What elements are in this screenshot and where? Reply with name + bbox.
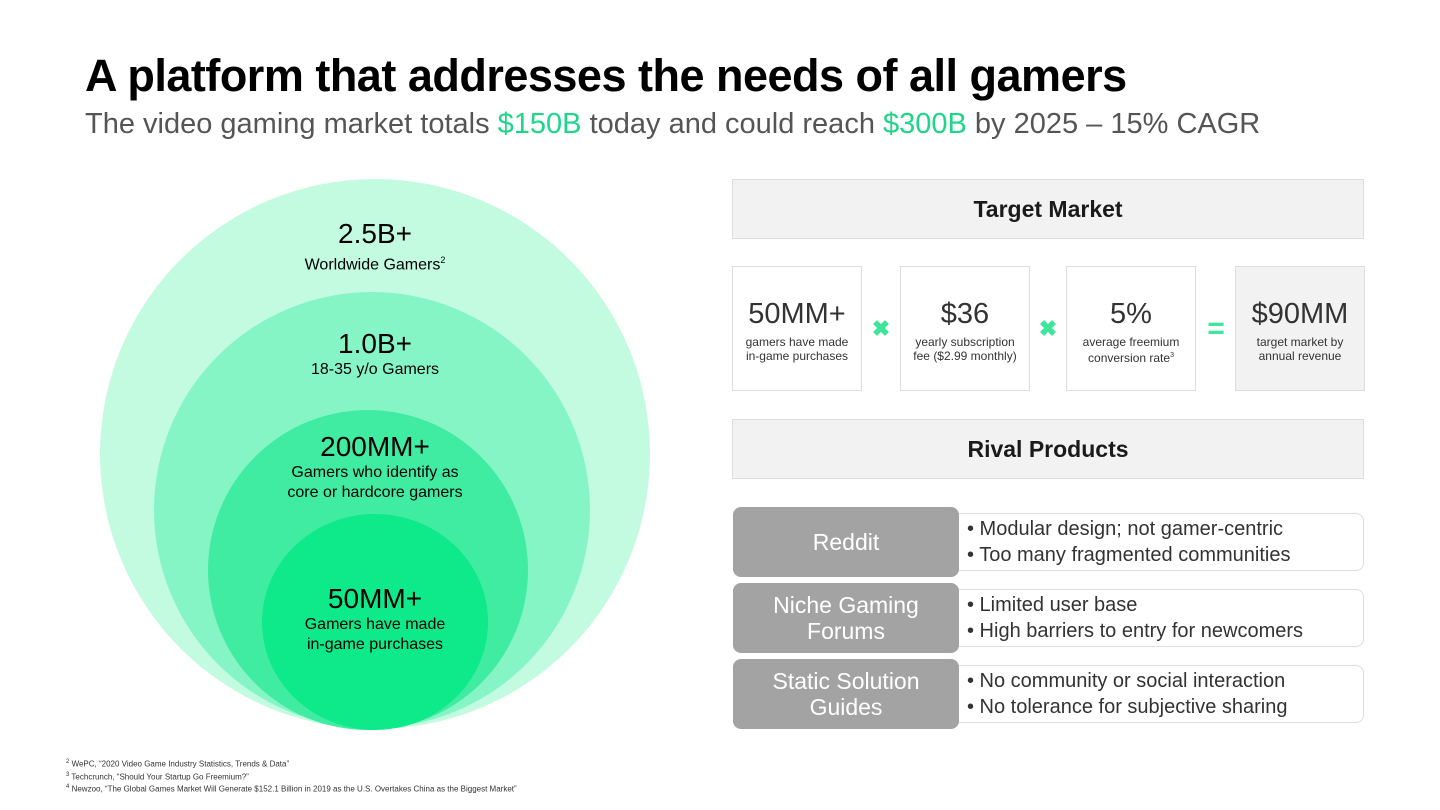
circle-label-purchasers: 50MM+ Gamers have made in-game purchases	[225, 583, 525, 655]
rival-products-header: Rival Products	[732, 419, 1364, 479]
circle-value: 1.0B+	[338, 328, 412, 359]
rival-points-forums: • Limited user base • High barriers to e…	[946, 589, 1364, 647]
market-box-subscription: $36 yearly subscription fee ($2.99 monthl…	[900, 266, 1030, 391]
subtitle-text-3: by 2025 – 15% CAGR	[966, 108, 1261, 140]
circle-value: 50MM+	[327, 583, 423, 614]
subtitle-text-2: today and could reach	[581, 108, 883, 140]
rival-point: • Modular design; not gamer-centric	[967, 518, 1284, 540]
market-box-conversion: 5% average freemium conversion rate3	[1066, 266, 1196, 391]
rival-point: • No community or social interaction	[967, 670, 1286, 692]
circle-desc-line2: in-game purchases	[306, 636, 444, 653]
market-desc: average freemium conversion rate3	[1082, 335, 1180, 365]
multiply-icon: ✖	[871, 316, 891, 341]
rival-point: • Limited user base	[967, 594, 1138, 616]
circle-label-worldwide: 2.5B+ Worldwide Gamers2	[225, 218, 525, 275]
circle-in-game-purchasers	[262, 514, 488, 730]
circle-value: 2.5B+	[338, 218, 412, 249]
circle-label-core: 200MM+ Gamers who identify as core or ha…	[225, 431, 525, 503]
market-value: $90MM	[1251, 298, 1349, 330]
market-desc: yearly subscription fee ($2.99 monthly)	[913, 335, 1017, 363]
circle-desc-line1: Gamers who identify as	[291, 464, 459, 481]
footnote: 4 Newzoo, “The Global Games Market Will …	[66, 784, 517, 794]
subtitle-text-1: The video gaming market totals	[85, 108, 498, 140]
footnote: 3 Techcrunch, “Should Your Startup Go Fr…	[66, 771, 249, 782]
rival-point: • High barriers to entry for newcomers	[967, 620, 1304, 642]
rival-points-guides: • No community or social interaction • N…	[946, 665, 1364, 723]
circle-desc-line1: Gamers have made	[304, 616, 446, 633]
rival-name-forums: Niche Gaming Forums	[733, 583, 959, 653]
subtitle-value-future: $300B	[883, 108, 967, 140]
circle-desc: 18-35 y/o Gamers	[310, 361, 440, 378]
footnotes: 2 WePC, “2020 Video Game Industry Statis…	[66, 757, 517, 795]
market-box-gamers: 50MM+ gamers have made in-game purchases	[732, 266, 862, 391]
rival-name-guides: Static Solution Guides	[733, 659, 959, 729]
market-desc: target market by annual revenue	[1256, 335, 1344, 363]
equals-icon: =	[1207, 312, 1225, 345]
rival-name-reddit: Reddit	[733, 507, 959, 577]
market-value: 5%	[1110, 298, 1152, 330]
rival-point: • Too many fragmented communities	[967, 544, 1291, 566]
circle-value: 200MM+	[320, 431, 430, 462]
circle-desc: Worldwide Gamers2	[304, 255, 446, 274]
circle-label-18-35: 1.0B+ 18-35 y/o Gamers	[225, 328, 525, 380]
target-market-header: Target Market	[732, 179, 1364, 239]
subtitle-value-current: $150B	[497, 108, 582, 140]
market-value: 50MM+	[748, 298, 846, 330]
market-box-result: $90MM target market by annual revenue	[1235, 266, 1365, 391]
page-title: A platform that addresses the needs of a…	[85, 50, 1127, 101]
market-desc: gamers have made in-game purchases	[745, 335, 849, 363]
circle-desc-line2: core or hardcore gamers	[287, 484, 463, 501]
footnote: 2 WePC, “2020 Video Game Industry Statis…	[66, 759, 290, 769]
market-value: $36	[940, 298, 990, 330]
rival-points-reddit: • Modular design; not gamer-centric • To…	[946, 513, 1364, 571]
page-subtitle: The video gaming market totals $150B tod…	[85, 108, 1260, 141]
multiply-icon: ✖	[1038, 316, 1058, 341]
rival-point: • No tolerance for subjective sharing	[967, 696, 1288, 718]
